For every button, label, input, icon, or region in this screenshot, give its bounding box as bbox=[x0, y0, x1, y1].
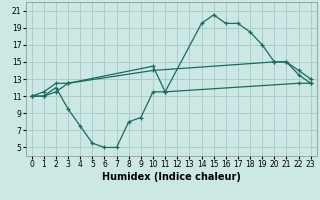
X-axis label: Humidex (Indice chaleur): Humidex (Indice chaleur) bbox=[102, 172, 241, 182]
